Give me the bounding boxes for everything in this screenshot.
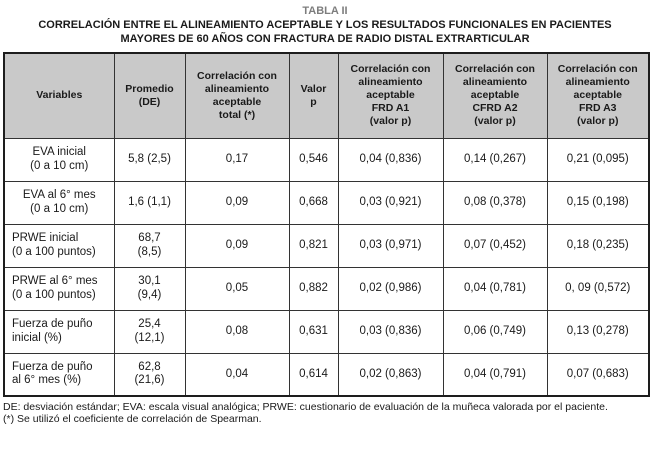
column-header-valor-p: Valor p xyxy=(288,52,339,139)
table-cell-variable: PRWE al 6° mes (0 a 100 puntos) xyxy=(3,266,115,311)
table-cell: 0,668 xyxy=(288,180,339,225)
table-cell: 62,8 (21,6) xyxy=(113,352,186,397)
table-cell: 0,09 xyxy=(184,223,290,268)
table-cell: 0,08 (0,378) xyxy=(442,180,548,225)
table-cell-variable: PRWE inicial (0 a 100 puntos) xyxy=(3,223,115,268)
table-cell: 0,18 (0,235) xyxy=(546,223,650,268)
table-cell: 0,631 xyxy=(288,309,339,354)
table-cell: 0,02 (0,986) xyxy=(337,266,444,311)
column-header-promedio: Promedio (DE) xyxy=(113,52,186,139)
table-row: PRWE al 6° mes (0 a 100 puntos) 30,1 (9,… xyxy=(3,266,650,311)
title-block: TABLA II CORRELACIÓN ENTRE EL ALINEAMIEN… xyxy=(0,5,650,46)
table-cell: 0,821 xyxy=(288,223,339,268)
table-cell-variable: Fuerza de puño inicial (%) xyxy=(3,309,115,354)
table-cell: 0,07 (0,683) xyxy=(546,352,650,397)
table-cell: 0,05 xyxy=(184,266,290,311)
table-cell: 0,614 xyxy=(288,352,339,397)
table-cell: 0,09 xyxy=(184,180,290,225)
table-cell: 5,8 (2,5) xyxy=(113,137,186,182)
table-cell: 0,14 (0,267) xyxy=(442,137,548,182)
footnote-asterisk: (*) Se utilizó el coeficiente de correla… xyxy=(3,412,262,425)
table-cell: 0,13 (0,278) xyxy=(546,309,650,354)
table-title: CORRELACIÓN ENTRE EL ALINEAMIENTO ACEPTA… xyxy=(38,19,612,45)
table-cell: 0,04 (0,836) xyxy=(337,137,444,182)
table-row: Variables Promedio (DE) Correlación con … xyxy=(3,52,650,139)
footnotes: DE: desviación estándar; EVA: escala vis… xyxy=(3,401,642,425)
table-cell: 0,15 (0,198) xyxy=(546,180,650,225)
table-cell: 0, 09 (0,572) xyxy=(546,266,650,311)
table-row: Fuerza de puño inicial (%) 25,4 (12,1) 0… xyxy=(3,309,650,354)
table-cell: 0,04 xyxy=(184,352,290,397)
table-cell: 0,21 (0,095) xyxy=(546,137,650,182)
column-header-variables: Variables xyxy=(3,52,115,139)
table-cell: 0,882 xyxy=(288,266,339,311)
table-cell: 25,4 (12,1) xyxy=(113,309,186,354)
correlation-table: Variables Promedio (DE) Correlación con … xyxy=(3,52,650,397)
table-cell: 1,6 (1,1) xyxy=(113,180,186,225)
table-cell: 0,02 (0,863) xyxy=(337,352,444,397)
table-cell: 0,04 (0,791) xyxy=(442,352,548,397)
table-cell-variable: EVA inicial (0 a 10 cm) xyxy=(3,137,115,182)
footnote-abbreviations: DE: desviación estándar; EVA: escala vis… xyxy=(3,401,608,413)
table-row: EVA inicial (0 a 10 cm) 5,8 (2,5) 0,17 0… xyxy=(3,137,650,182)
table-cell: 0,08 xyxy=(184,309,290,354)
table-cell-variable: Fuerza de puño al 6° mes (%) xyxy=(3,352,115,397)
table-cell: 30,1 (9,4) xyxy=(113,266,186,311)
column-header-cfrd-a2: Correlación con alineamiento aceptable C… xyxy=(442,52,548,139)
table-cell: 0,04 (0,781) xyxy=(442,266,548,311)
table-row: Fuerza de puño al 6° mes (%) 62,8 (21,6)… xyxy=(3,352,650,397)
column-header-correlacion-total: Correlación con alineamiento aceptable t… xyxy=(184,52,290,139)
column-header-frd-a1: Correlación con alineamiento aceptable F… xyxy=(337,52,444,139)
table-cell: 0,07 (0,452) xyxy=(442,223,548,268)
table-cell: 0,03 (0,921) xyxy=(337,180,444,225)
table-cell: 0,546 xyxy=(288,137,339,182)
table-row: EVA al 6° mes (0 a 10 cm) 1,6 (1,1) 0,09… xyxy=(3,180,650,225)
table-cell-variable: EVA al 6° mes (0 a 10 cm) xyxy=(3,180,115,225)
table-row: PRWE inicial (0 a 100 puntos) 68,7 (8,5)… xyxy=(3,223,650,268)
table-cell: 0,17 xyxy=(184,137,290,182)
table-number-label: TABLA II xyxy=(302,5,348,17)
column-header-frd-a3: Correlación con alineamiento aceptable F… xyxy=(546,52,650,139)
table-header-row: Variables Promedio (DE) Correlación con … xyxy=(3,52,650,139)
table-cell: 0,03 (0,971) xyxy=(337,223,444,268)
table-cell: 0,03 (0,836) xyxy=(337,309,444,354)
table-cell: 68,7 (8,5) xyxy=(113,223,186,268)
table-cell: 0,06 (0,749) xyxy=(442,309,548,354)
table-body: EVA inicial (0 a 10 cm) 5,8 (2,5) 0,17 0… xyxy=(3,137,650,397)
